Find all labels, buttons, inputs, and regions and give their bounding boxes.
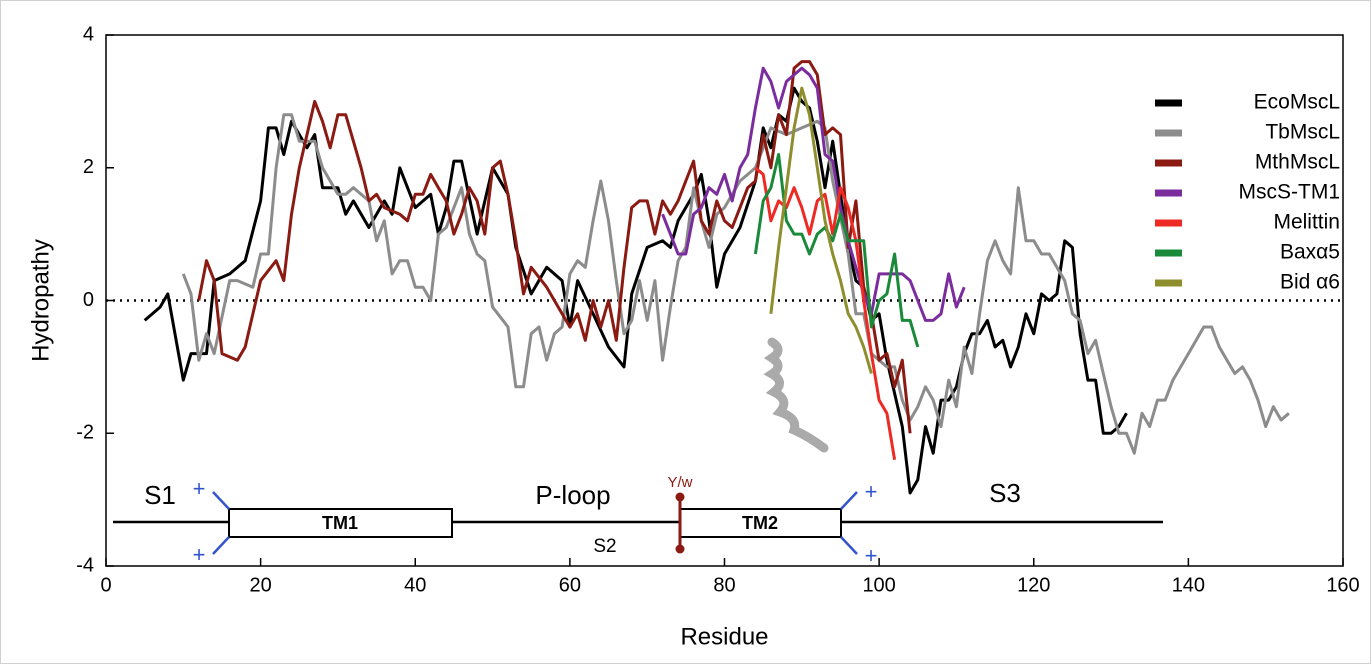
annotation: S2 (593, 536, 616, 557)
x-tick-label: 120 (1017, 574, 1050, 596)
x-tick-label: 0 (100, 574, 111, 596)
helix-icon (763, 337, 829, 453)
y-tick-label: 4 (83, 23, 94, 45)
annotation: Y/w (667, 474, 692, 491)
annotation: + (865, 479, 878, 504)
annotation: TM2 (742, 513, 778, 533)
series-line (181, 113, 1290, 455)
x-axis-label: Residue (680, 623, 768, 650)
charge-link (840, 491, 858, 510)
x-tick-label: 100 (862, 574, 895, 596)
x-tick-label: 20 (250, 574, 272, 596)
annotation: TM1 (322, 513, 358, 533)
legend-label: Bid α6 (1280, 271, 1340, 294)
x-tick-label: 160 (1326, 574, 1359, 596)
x-tick-label: 60 (559, 574, 581, 596)
legend-label: TbMscL (1265, 121, 1340, 144)
legend-label: Baxα5 (1280, 241, 1340, 264)
y-tick-label: -2 (76, 422, 94, 444)
legend-label: MscS-TM1 (1239, 181, 1341, 204)
charge-link (212, 536, 230, 555)
x-tick-label: 140 (1172, 574, 1205, 596)
annotation: + (865, 543, 878, 568)
annotation: S3 (989, 478, 1021, 508)
y-axis-label: Hydropathy (27, 239, 54, 362)
annotation: P-loop (535, 480, 610, 510)
y-tick-label: 0 (83, 289, 94, 311)
charge-link (840, 536, 858, 555)
series-line (143, 86, 1128, 495)
topology (113, 491, 1163, 555)
legend-label: EcoMscL (1254, 91, 1340, 114)
series-line (197, 60, 912, 434)
annotation: + (193, 476, 206, 501)
annotation: S1 (144, 480, 176, 510)
y-tick-label: 2 (83, 156, 94, 178)
y-tick-label: -4 (76, 554, 94, 576)
x-tick-label: 40 (404, 574, 426, 596)
tm1-box (228, 508, 453, 538)
helix (763, 337, 829, 453)
charge-link (212, 491, 230, 510)
series-line (661, 66, 966, 322)
yw-dot (675, 544, 685, 554)
series-line (753, 153, 920, 348)
yw-dot (675, 492, 685, 502)
annotation: + (193, 542, 206, 567)
series-line (754, 166, 897, 461)
series-line (769, 86, 873, 374)
legend-label: Melittin (1273, 211, 1340, 234)
x-tick-label: 80 (713, 574, 735, 596)
legend-label: MthMscL (1255, 151, 1340, 174)
